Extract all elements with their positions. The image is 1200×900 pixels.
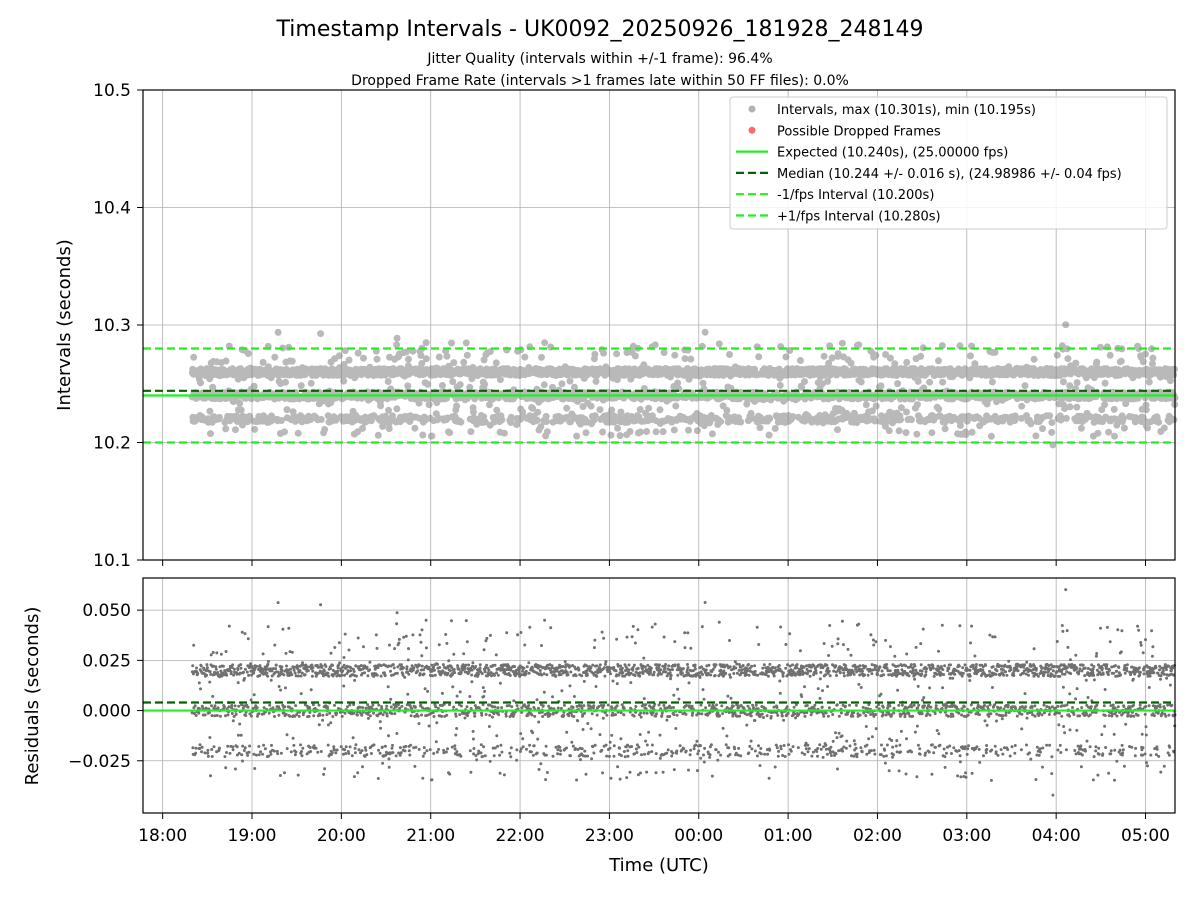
x-tick-label: 18:00 [138, 826, 187, 846]
bottom-plot-frame [142, 577, 1176, 814]
bottom-y-tick-label: 0.000 [82, 702, 131, 722]
top-y-axis: 10.1 10.2 10.3 10.4 10.5 [93, 81, 143, 571]
chart-subtitle-jitter: Jitter Quality (intervals within +/-1 fr… [426, 51, 772, 67]
legend-marker [748, 105, 756, 113]
top-y-axis-label: Intervals (seconds) [54, 239, 75, 411]
bottom-y-axis-label: Residuals (seconds) [22, 607, 43, 786]
legend-label: Possible Dropped Frames [777, 124, 941, 139]
top-x-ticks [162, 560, 1147, 566]
chart-subtitle-dropped: Dropped Frame Rate (intervals >1 frames … [351, 73, 849, 89]
x-tick-label: 22:00 [496, 826, 545, 846]
top-y-tick-label: 10.5 [93, 81, 131, 101]
legend-label: Expected (10.240s), (25.00000 fps) [777, 146, 1008, 161]
bottom-y-axis: −0.025 0.000 0.025 0.050 [68, 601, 143, 772]
x-tick-label: 02:00 [853, 826, 902, 846]
bottom-y-tick-label: 0.025 [82, 651, 131, 671]
x-tick-label: 23:00 [585, 826, 634, 846]
top-panel: 10.1 10.2 10.3 10.4 10.5 Intervals (seconds)… [54, 81, 1179, 571]
top-y-tick-label: 10.2 [93, 434, 131, 454]
top-y-tick-label: 10.4 [93, 199, 131, 219]
top-scatter-points [188, 321, 1179, 449]
x-tick-label: 05:00 [1121, 826, 1170, 846]
legend-label: Intervals, max (10.301s), min (10.195s) [777, 103, 1036, 118]
bottom-x-axis: 18:00 19:00 20:00 21:00 22:00 23:00 00:00 01:00… [138, 813, 1170, 846]
legend-label: -1/fps Interval (10.200s) [777, 188, 934, 203]
residual-points [190, 588, 1177, 797]
bottom-y-tick-label: −0.025 [68, 752, 131, 772]
x-tick-label: 19:00 [228, 826, 277, 846]
bottom-grid [143, 578, 1175, 813]
legend-box [729, 96, 1168, 230]
interval-points [188, 321, 1179, 449]
x-tick-label: 04:00 [1032, 826, 1081, 846]
legend-label: +1/fps Interval (10.280s) [777, 210, 941, 225]
x-tick-label: 21:00 [406, 826, 455, 846]
top-y-tick-label: 10.3 [93, 316, 131, 336]
legend-marker [748, 126, 756, 134]
x-tick-label: 20:00 [317, 826, 366, 846]
bottom-scatter-points [190, 588, 1177, 797]
legend-label: Median (10.244 +/- 0.016 s), (24.98986 +… [777, 167, 1122, 182]
bottom-panel: −0.025 0.000 0.025 0.050 18:00 19:00 20:00 21:… [22, 577, 1177, 876]
bottom-reference-lines [143, 701, 1175, 712]
x-tick-label: 01:00 [764, 826, 813, 846]
legend: Intervals, max (10.301s), min (10.195s) P… [729, 96, 1168, 230]
top-reference-lines [143, 347, 1175, 444]
x-tick-label: 03:00 [942, 826, 991, 846]
x-tick-label: 00:00 [674, 826, 723, 846]
bottom-y-tick-label: 0.050 [82, 601, 131, 621]
chart-title: Timestamp Intervals - UK0092_20250926_18… [276, 17, 924, 42]
x-axis-label: Time (UTC) [608, 855, 709, 876]
top-y-tick-label: 10.1 [93, 551, 131, 571]
